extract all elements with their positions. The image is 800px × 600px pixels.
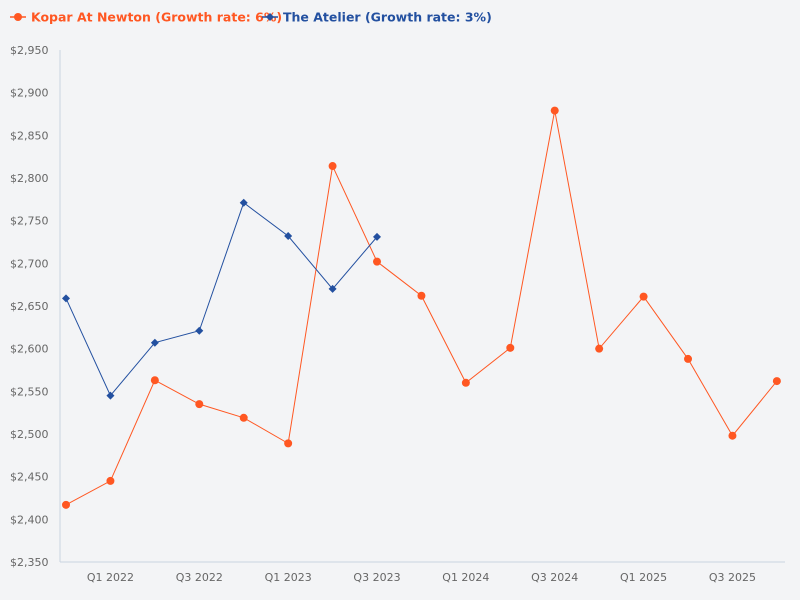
x-tick-label: Q3 2024 [531,571,578,584]
y-tick-label: $2,450 [10,471,49,484]
data-point[interactable] [728,431,737,440]
x-tick-label: Q3 2022 [176,571,223,584]
data-point[interactable] [373,257,382,266]
data-point[interactable] [150,338,159,347]
data-point[interactable] [284,232,293,241]
series-line [65,201,378,397]
series-0 [62,106,781,509]
y-tick-label: $2,650 [10,300,49,313]
y-tick-label: $2,700 [10,257,49,270]
data-point[interactable] [550,106,559,115]
data-point[interactable] [328,162,337,171]
series-line [65,110,778,506]
data-point[interactable] [150,376,159,385]
plot-area [62,106,781,509]
data-point[interactable] [772,377,781,386]
data-point[interactable] [506,343,515,352]
legend: Kopar At Newton (Growth rate: 6%) The Ate… [10,10,492,25]
y-axis: $2,350 $2,400 $2,450 $2,500 $2,550 $2,600 $2,6… [10,44,61,569]
legend-circle-icon [14,13,22,21]
data-point[interactable] [595,344,604,353]
data-point[interactable] [639,292,648,301]
data-point[interactable] [195,400,204,409]
data-point[interactable] [284,439,293,448]
data-point[interactable] [373,232,382,241]
y-tick-label: $2,500 [10,428,49,441]
y-tick-label: $2,600 [10,343,49,356]
data-point[interactable] [239,198,248,207]
y-tick-label: $2,400 [10,513,49,526]
x-tick-label: Q1 2023 [265,571,312,584]
data-point[interactable] [461,378,470,387]
data-point[interactable] [62,294,70,303]
x-tick-label: Q1 2024 [442,571,489,584]
series-1 [62,198,382,400]
legend-label: The Atelier (Growth rate: 3%) [283,10,492,25]
x-axis: Q1 2022 Q3 2022 Q1 2023 Q3 2023 Q1 2024 Q3 20… [60,561,785,584]
x-tick-label: Q3 2025 [709,571,756,584]
legend-label: Kopar At Newton (Growth rate: 6%) [31,10,282,25]
y-tick-label: $2,850 [10,129,49,142]
y-tick-label: $2,750 [10,215,49,228]
legend-item[interactable]: The Atelier (Growth rate: 3%) [262,10,492,25]
x-tick-label: Q1 2025 [620,571,667,584]
y-tick-label: $2,900 [10,87,49,100]
y-tick-label: $2,950 [10,44,49,57]
data-point[interactable] [106,391,115,400]
y-tick-label: $2,350 [10,556,49,569]
data-point[interactable] [62,500,70,509]
data-point[interactable] [684,354,693,363]
data-point[interactable] [417,291,426,300]
x-tick-label: Q1 2022 [87,571,134,584]
y-tick-label: $2,550 [10,385,49,398]
y-tick-label: $2,800 [10,172,49,185]
data-point[interactable] [328,284,337,293]
x-tick-label: Q3 2023 [353,571,400,584]
data-point[interactable] [106,476,115,485]
data-point[interactable] [195,326,204,335]
legend-diamond-icon [266,13,274,21]
legend-item[interactable]: Kopar At Newton (Growth rate: 6%) [10,10,282,25]
data-point[interactable] [239,413,248,422]
